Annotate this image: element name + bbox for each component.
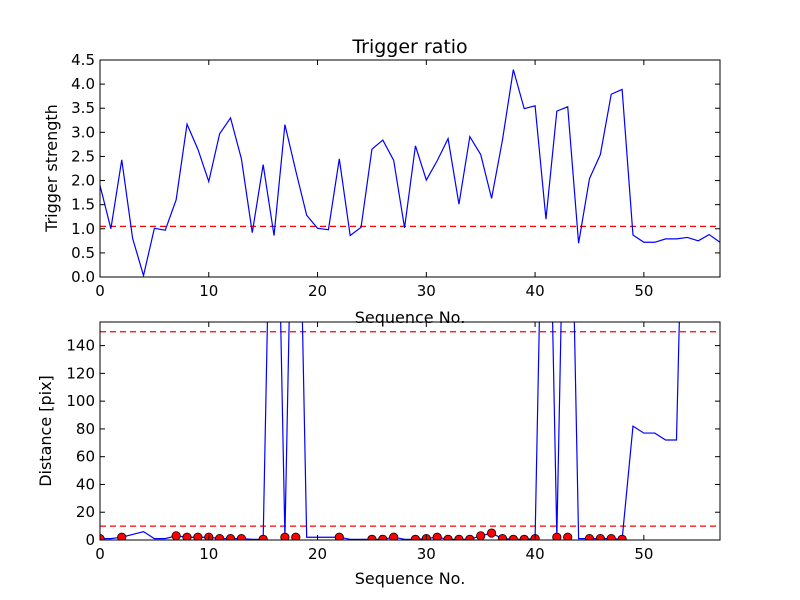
y-tick-label: 0 bbox=[85, 531, 95, 549]
y-tick-label: 100 bbox=[66, 392, 95, 410]
y-axis-label: Distance [pix] bbox=[36, 375, 55, 487]
x-ticks: 0 10 20 30 40 50 bbox=[95, 322, 653, 563]
data-point bbox=[465, 534, 475, 540]
data-point bbox=[508, 534, 518, 540]
data-point bbox=[389, 532, 399, 540]
data-point bbox=[563, 532, 573, 540]
data-point bbox=[291, 532, 301, 540]
data-point bbox=[454, 534, 464, 540]
x-tick-label: 0 bbox=[95, 545, 105, 563]
data-point bbox=[236, 534, 247, 540]
data-point bbox=[171, 531, 181, 540]
x-axis-label: Sequence No. bbox=[355, 308, 466, 327]
trigger-ratio-chart: 0 10 20 30 40 50 0.0 0.5 1.0 1.5 2.0 2.5 3.0 3.5 4.0 4… bbox=[42, 36, 721, 327]
data-point bbox=[617, 534, 627, 540]
y-axis-label: Trigger strength bbox=[42, 104, 61, 233]
y-tick-label: 2.0 bbox=[71, 172, 95, 190]
data-point bbox=[476, 531, 486, 540]
y-tick-label: 20 bbox=[76, 503, 95, 521]
data-point bbox=[552, 532, 562, 540]
data-point bbox=[606, 534, 616, 540]
data-point bbox=[334, 532, 344, 540]
x-tick-label: 20 bbox=[308, 282, 327, 300]
y-tick-label: 40 bbox=[76, 475, 95, 493]
y-tick-label: 2.5 bbox=[71, 147, 95, 165]
plot-frame bbox=[99, 59, 721, 278]
data-point bbox=[519, 534, 529, 540]
data-point bbox=[117, 532, 127, 540]
y-tick-label: 0.0 bbox=[71, 268, 95, 286]
y-ticks: 0.0 0.5 1.0 1.5 2.0 2.5 3.0 3.5 4.0 4.5 bbox=[71, 51, 720, 286]
data-point bbox=[193, 532, 203, 540]
series-markers bbox=[100, 528, 627, 540]
x-tick-label: 0 bbox=[95, 282, 105, 300]
y-tick-label: 4.0 bbox=[71, 75, 95, 93]
y-tick-label: 4.5 bbox=[71, 51, 95, 69]
x-tick-label: 30 bbox=[417, 545, 436, 563]
x-tick-label: 50 bbox=[634, 282, 653, 300]
data-point bbox=[378, 534, 388, 540]
data-point bbox=[182, 532, 192, 540]
y-ticks: 0 20 40 60 80 100 120 140 bbox=[66, 337, 720, 549]
data-point bbox=[225, 534, 236, 540]
y-tick-label: 3.5 bbox=[71, 99, 95, 117]
data-point bbox=[443, 534, 453, 540]
data-point bbox=[497, 534, 508, 540]
threshold-lines bbox=[100, 331, 720, 527]
y-tick-label: 140 bbox=[66, 337, 95, 355]
y-tick-label: 0.5 bbox=[71, 244, 95, 262]
y-tick-label: 1.5 bbox=[71, 196, 95, 214]
data-point bbox=[410, 534, 421, 540]
data-point bbox=[486, 528, 497, 538]
y-tick-label: 60 bbox=[76, 448, 95, 466]
series-line bbox=[100, 69, 720, 277]
x-tick-label: 10 bbox=[199, 545, 218, 563]
y-tick-label: 3.0 bbox=[71, 123, 95, 141]
distance-chart: 0 10 20 30 40 50 0 20 40 60 80 100 120 140 Sequence … bbox=[36, 321, 721, 588]
y-tick-label: 120 bbox=[66, 364, 95, 382]
series-lines bbox=[100, 69, 720, 277]
chart-title: Trigger ratio bbox=[351, 36, 467, 58]
x-tick-label: 30 bbox=[417, 282, 436, 300]
x-tick-label: 50 bbox=[634, 545, 653, 563]
y-tick-label: 80 bbox=[76, 420, 95, 438]
x-tick-label: 20 bbox=[308, 545, 327, 563]
data-point bbox=[215, 534, 225, 540]
x-tick-label: 40 bbox=[526, 545, 545, 563]
data-point bbox=[280, 532, 290, 540]
data-point bbox=[584, 534, 595, 540]
data-point bbox=[367, 534, 377, 540]
x-tick-label: 10 bbox=[199, 282, 218, 300]
data-point bbox=[258, 534, 268, 540]
x-ticks: 0 10 20 30 40 50 bbox=[95, 60, 653, 300]
data-point bbox=[595, 534, 605, 540]
x-axis-label: Sequence No. bbox=[355, 569, 466, 588]
y-tick-label: 1.0 bbox=[71, 220, 95, 238]
x-tick-label: 40 bbox=[526, 282, 545, 300]
plot-frame bbox=[99, 321, 721, 541]
data-point bbox=[432, 532, 442, 540]
